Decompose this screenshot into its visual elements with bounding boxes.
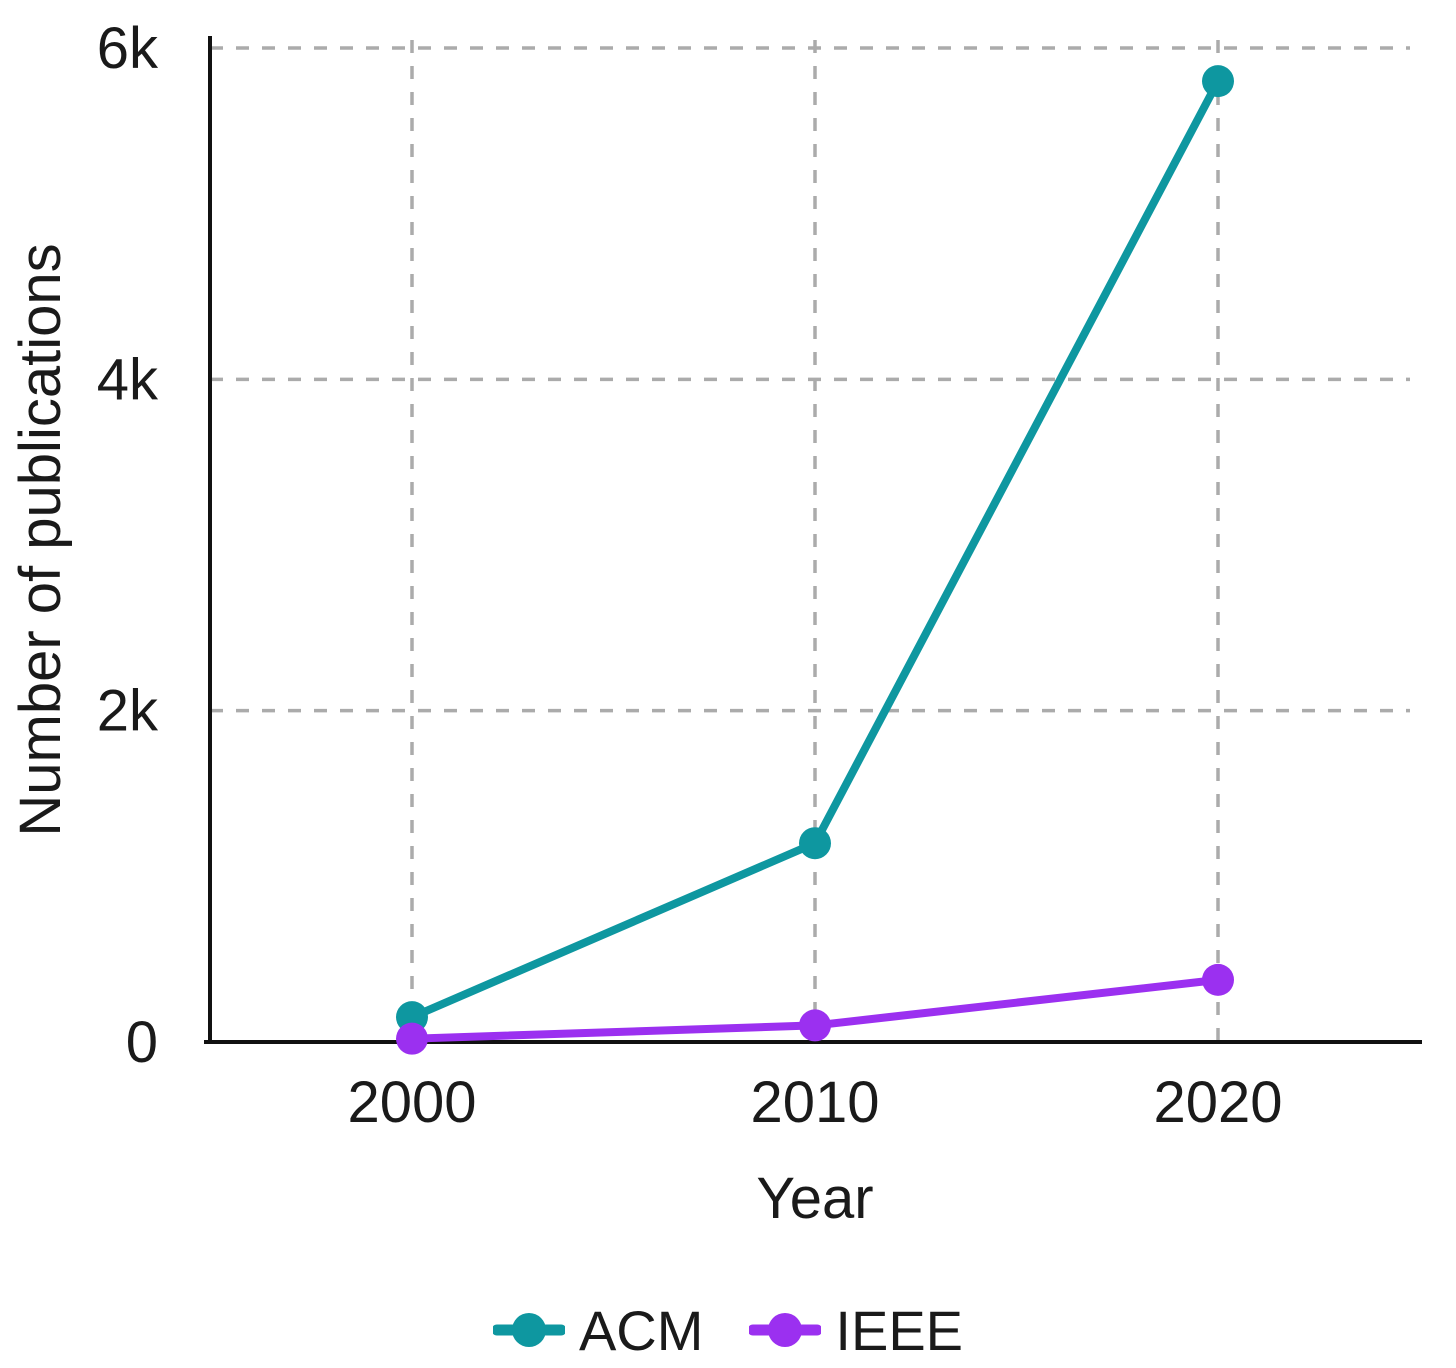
y-tick-label: 0 (126, 1010, 158, 1075)
legend-label: ACM (578, 1298, 704, 1362)
data-point-acm-2020 (1202, 65, 1234, 98)
x-axis-title: Year (756, 1166, 873, 1231)
x-tick-label: 2000 (347, 1070, 476, 1135)
data-point-ieee-2020 (1202, 963, 1234, 996)
data-point-acm-2010 (799, 827, 831, 860)
y-tick-label: 6k (97, 16, 159, 81)
y-tick-label: 4k (97, 347, 159, 412)
legend-item-acm[interactable]: ACM (492, 1298, 704, 1363)
chart-legend: ACM IEEE (0, 1292, 1456, 1368)
axes (204, 36, 1422, 1044)
gridlines (210, 40, 1410, 1042)
x-tick-label: 2010 (750, 1070, 879, 1135)
legend-label: IEEE (835, 1298, 964, 1362)
legend-dot (511, 1313, 546, 1347)
tick-labels: 0 2k 4k 6k 2000 2010 2020 (97, 16, 1283, 1135)
legend-dot (768, 1313, 803, 1347)
data-point-ieee-2000 (396, 1022, 428, 1055)
legend-item-ieee[interactable]: IEEE (749, 1298, 963, 1363)
legend-marker-icon (749, 1313, 822, 1347)
y-tick-label: 2k (97, 679, 159, 744)
legend-marker-icon (492, 1313, 565, 1347)
y-axis-title: Number of publications (8, 243, 73, 836)
series (396, 65, 1234, 1055)
x-tick-label: 2020 (1153, 1070, 1282, 1135)
data-point-ieee-2010 (799, 1009, 831, 1042)
